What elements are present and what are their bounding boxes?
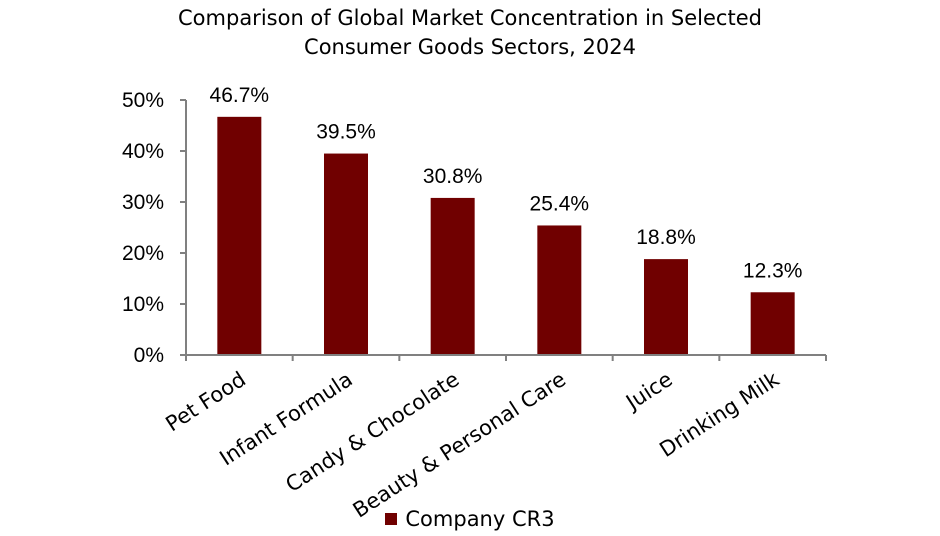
y-tick-label: 10% [122,293,164,316]
y-tick-label: 0% [134,344,164,367]
category-label: Pet Food [161,367,250,436]
bar [324,153,368,355]
legend-swatch [385,513,398,525]
data-label: 39.5% [316,121,376,144]
data-label: 25.4% [530,192,590,215]
bar [430,197,475,355]
data-label: 30.8% [423,165,483,188]
y-axis-ticks: 0% 10% 20% 30% 40% 50% [122,89,164,367]
bar [217,116,262,355]
y-tick-label: 40% [122,140,164,163]
y-tick-label: 20% [122,242,164,265]
chart-title-line-1: Comparison of Global Market Concentratio… [178,6,762,30]
data-labels: 46.7% 39.5% 30.8% 25.4% 18.8% 12.3% [210,84,803,282]
legend-label: Company CR3 [405,507,555,531]
data-label: 18.8% [636,226,696,249]
chart-title-line-2: Consumer Goods Sectors, 2024 [304,35,636,59]
axes [180,99,827,361]
bars [217,116,795,355]
category-label: Candy & Chocolate [281,367,463,497]
bar [537,225,582,355]
chart-title: Comparison of Global Market Concentratio… [120,4,820,62]
category-label: Beauty & Personal Care [349,367,570,522]
y-tick-label: 30% [122,191,164,214]
category-label: Drinking Milk [655,367,784,462]
legend: Company CR3 [0,507,940,531]
category-label: Juice [620,367,677,415]
y-tick-label: 50% [122,89,164,112]
data-label: 12.3% [743,259,803,282]
bar [644,259,688,355]
bar [750,292,795,355]
data-label: 46.7% [210,84,270,107]
